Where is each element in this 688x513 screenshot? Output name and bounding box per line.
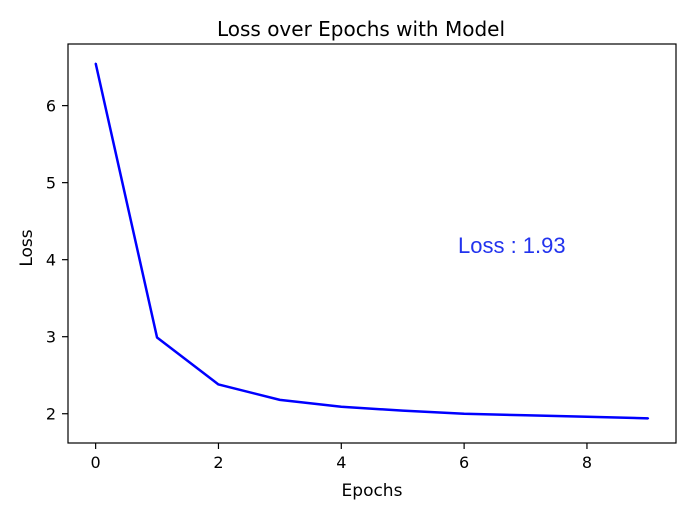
data-point [156, 336, 158, 339]
data-point [524, 414, 527, 417]
data-point [217, 383, 220, 386]
data-point [94, 62, 97, 65]
x-tick-label: 0 [91, 453, 101, 472]
y-tick-label: 5 [46, 174, 56, 193]
y-tick-label: 6 [46, 97, 56, 116]
y-axis-label: Loss [17, 229, 37, 266]
y-tick-label: 3 [46, 328, 56, 347]
x-tick-label: 8 [582, 453, 592, 472]
x-tick-label: 2 [213, 453, 223, 472]
data-point [586, 416, 588, 418]
x-tick-label: 4 [336, 453, 346, 472]
x-axis-label: Epochs [342, 481, 403, 501]
chart-title: Loss over Epochs with Model [217, 17, 505, 41]
data-point [401, 409, 404, 412]
plot-frame [67, 43, 677, 444]
y-axis: 2 3 4 5 6 [46, 97, 68, 424]
series-line-loss [94, 62, 649, 420]
x-tick-label: 6 [459, 453, 469, 472]
data-point [463, 412, 465, 415]
y-tick-label: 2 [46, 405, 56, 424]
loss-annotation: Loss : 1.93 [458, 233, 566, 258]
data-point [340, 405, 343, 408]
y-tick-label: 4 [46, 251, 56, 270]
data-point [647, 417, 650, 420]
data-point [279, 399, 281, 401]
data-points [94, 62, 650, 420]
x-axis: 0 2 4 6 8 [91, 443, 592, 472]
